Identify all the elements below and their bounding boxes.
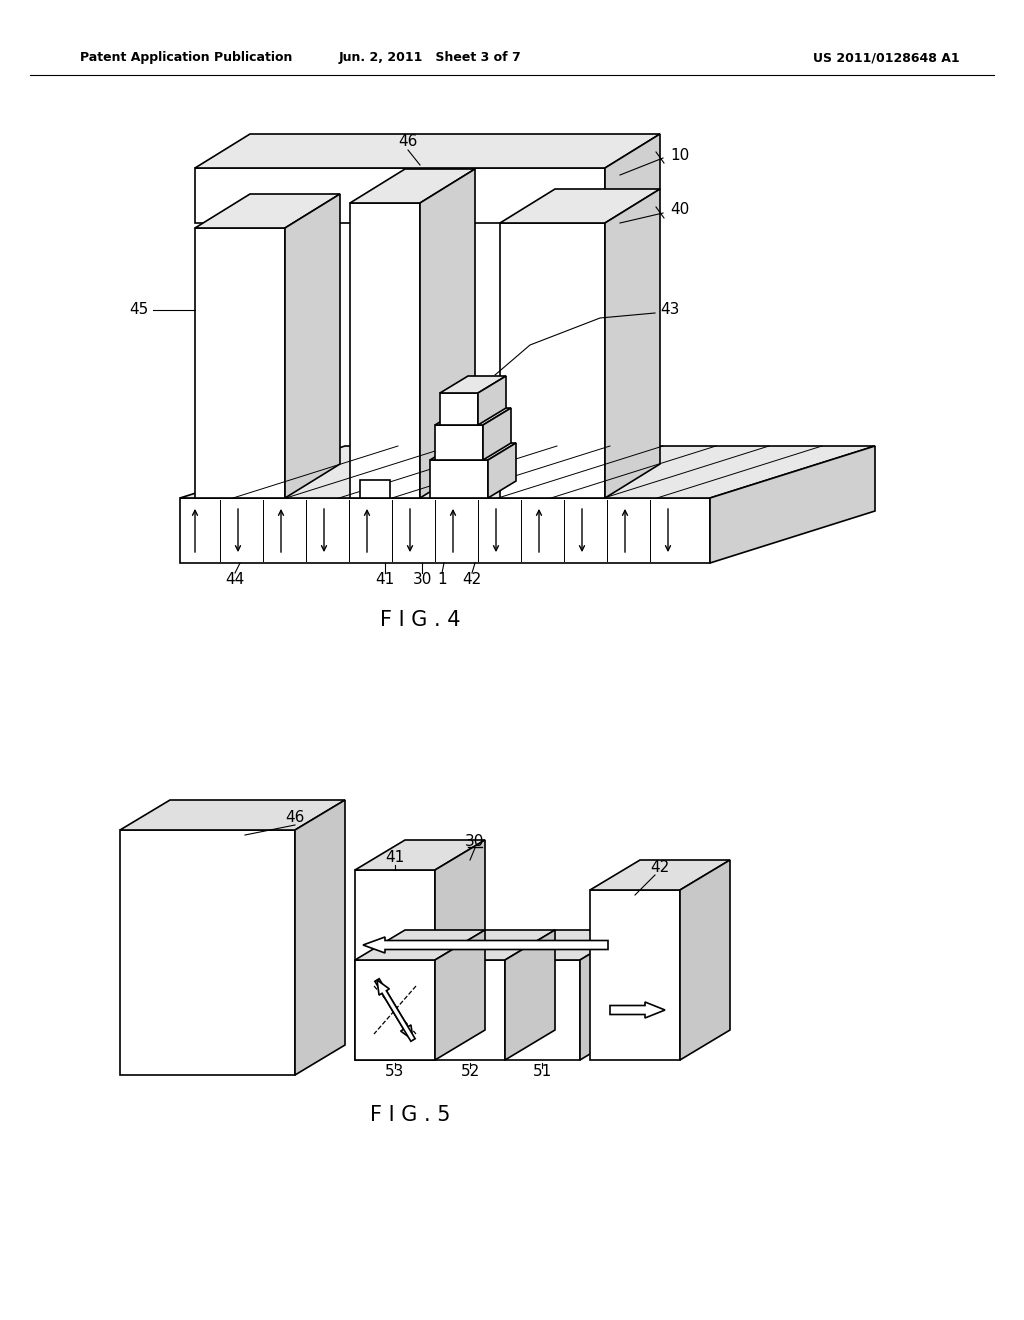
Polygon shape: [180, 498, 710, 564]
Polygon shape: [435, 840, 485, 1060]
Polygon shape: [375, 978, 413, 1040]
Polygon shape: [195, 228, 285, 498]
Polygon shape: [680, 861, 730, 1060]
Polygon shape: [355, 840, 485, 870]
Text: 43: 43: [660, 302, 679, 318]
Text: 1: 1: [437, 573, 446, 587]
Polygon shape: [355, 931, 485, 960]
Text: Jun. 2, 2011   Sheet 3 of 7: Jun. 2, 2011 Sheet 3 of 7: [339, 51, 521, 65]
Text: 30: 30: [413, 573, 432, 587]
Text: 52: 52: [461, 1064, 479, 1080]
Polygon shape: [488, 444, 516, 498]
Polygon shape: [505, 931, 555, 1060]
Text: 30: 30: [465, 834, 484, 850]
Text: 10: 10: [670, 148, 689, 162]
Text: 40: 40: [670, 202, 689, 218]
Text: F I G . 5: F I G . 5: [370, 1105, 451, 1125]
Polygon shape: [605, 135, 660, 223]
Polygon shape: [360, 480, 390, 498]
Polygon shape: [483, 408, 511, 459]
Polygon shape: [435, 931, 485, 1060]
Polygon shape: [120, 800, 345, 830]
Polygon shape: [710, 446, 874, 564]
Polygon shape: [195, 135, 660, 168]
Text: F I G . 4: F I G . 4: [380, 610, 460, 630]
Polygon shape: [505, 931, 630, 960]
Polygon shape: [605, 189, 660, 498]
Text: 46: 46: [398, 135, 418, 149]
Polygon shape: [295, 800, 345, 1074]
Polygon shape: [435, 960, 505, 1060]
Polygon shape: [505, 960, 580, 1060]
Text: 42: 42: [650, 861, 670, 875]
Polygon shape: [435, 408, 511, 425]
Polygon shape: [350, 169, 475, 203]
Text: 51: 51: [532, 1064, 552, 1080]
Polygon shape: [377, 979, 415, 1041]
Text: 41: 41: [385, 850, 404, 866]
Polygon shape: [435, 931, 555, 960]
Polygon shape: [285, 194, 340, 498]
Text: 53: 53: [385, 1064, 404, 1080]
Polygon shape: [610, 1002, 665, 1018]
Polygon shape: [420, 169, 475, 498]
Polygon shape: [430, 459, 488, 498]
Polygon shape: [350, 203, 420, 498]
Polygon shape: [478, 376, 506, 425]
Polygon shape: [435, 425, 483, 459]
Polygon shape: [195, 194, 340, 228]
Polygon shape: [440, 393, 478, 425]
Text: 44: 44: [225, 573, 245, 587]
Polygon shape: [580, 931, 630, 1060]
Polygon shape: [430, 444, 516, 459]
Polygon shape: [362, 937, 608, 953]
Polygon shape: [195, 168, 605, 223]
Polygon shape: [440, 376, 506, 393]
Polygon shape: [355, 960, 435, 1060]
Text: 45: 45: [129, 302, 148, 318]
Polygon shape: [500, 223, 605, 498]
Polygon shape: [355, 870, 435, 1060]
Text: 41: 41: [376, 573, 394, 587]
Text: Patent Application Publication: Patent Application Publication: [80, 51, 293, 65]
Polygon shape: [180, 446, 874, 498]
Text: US 2011/0128648 A1: US 2011/0128648 A1: [813, 51, 961, 65]
Text: 42: 42: [463, 573, 481, 587]
Polygon shape: [590, 861, 730, 890]
Polygon shape: [590, 890, 680, 1060]
Polygon shape: [120, 830, 295, 1074]
Text: 46: 46: [286, 810, 305, 825]
Polygon shape: [500, 189, 660, 223]
